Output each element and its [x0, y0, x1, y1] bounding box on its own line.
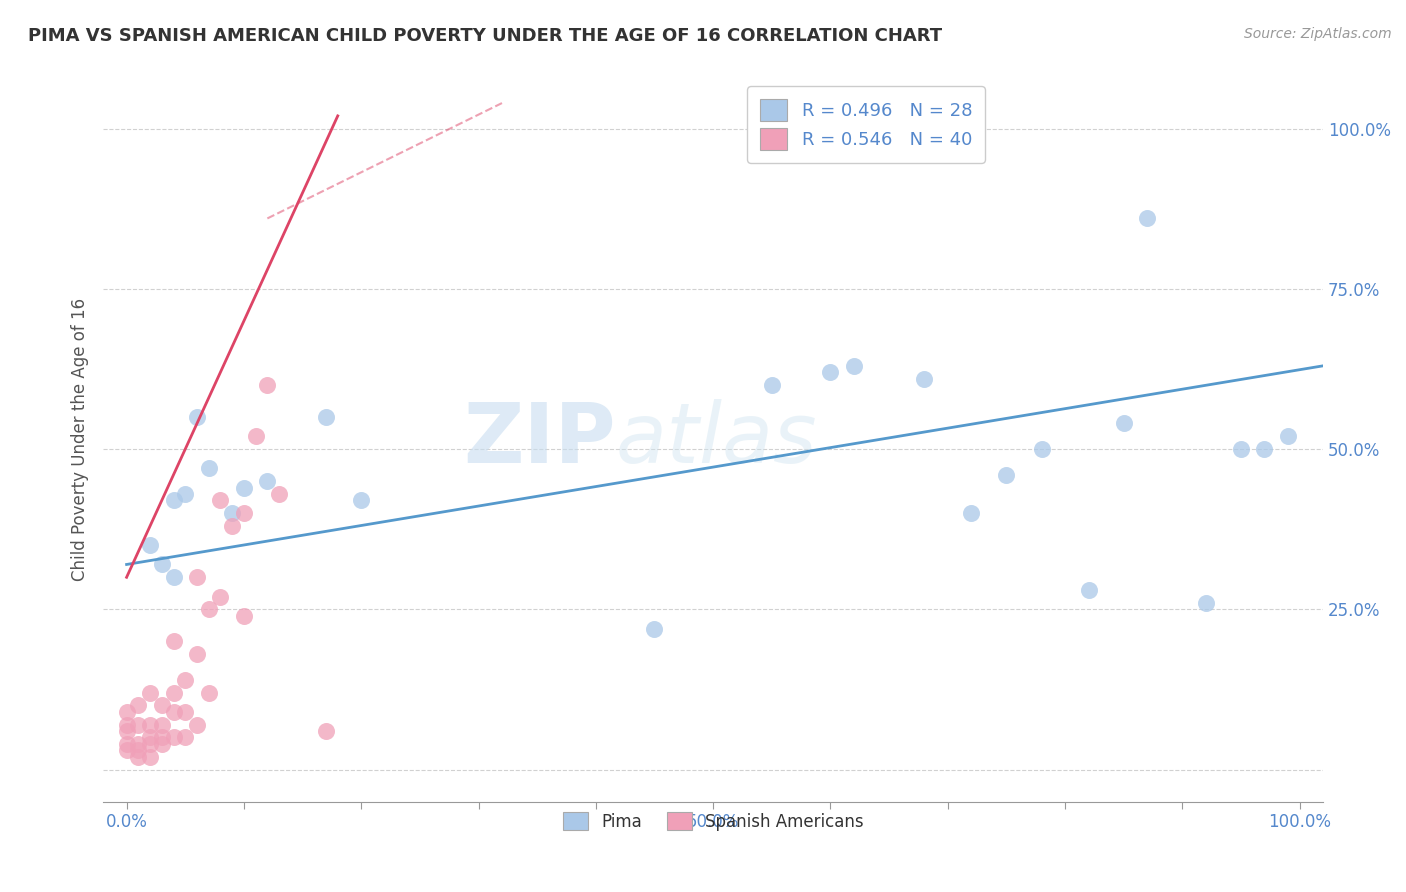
Point	[232, 608, 254, 623]
Point	[1253, 442, 1275, 456]
Point	[115, 705, 138, 719]
Point	[1277, 429, 1299, 443]
Legend: Pima, Spanish Americans: Pima, Spanish Americans	[550, 799, 877, 844]
Point	[115, 743, 138, 757]
Point	[162, 685, 184, 699]
Point	[761, 378, 783, 392]
Point	[256, 474, 278, 488]
Point	[127, 749, 149, 764]
Point	[315, 724, 337, 739]
Point	[186, 717, 208, 731]
Point	[174, 673, 197, 687]
Point	[221, 506, 243, 520]
Point	[115, 737, 138, 751]
Point	[174, 487, 197, 501]
Point	[162, 493, 184, 508]
Point	[350, 493, 373, 508]
Point	[245, 429, 267, 443]
Point	[162, 634, 184, 648]
Point	[1195, 596, 1218, 610]
Point	[115, 724, 138, 739]
Point	[127, 737, 149, 751]
Point	[209, 493, 232, 508]
Point	[139, 749, 162, 764]
Point	[1031, 442, 1053, 456]
Point	[186, 647, 208, 661]
Point	[139, 737, 162, 751]
Point	[127, 698, 149, 713]
Point	[115, 717, 138, 731]
Point	[162, 731, 184, 745]
Point	[256, 378, 278, 392]
Point	[197, 602, 219, 616]
Text: PIMA VS SPANISH AMERICAN CHILD POVERTY UNDER THE AGE OF 16 CORRELATION CHART: PIMA VS SPANISH AMERICAN CHILD POVERTY U…	[28, 27, 942, 45]
Point	[877, 121, 900, 136]
Point	[960, 506, 983, 520]
Point	[162, 570, 184, 584]
Point	[186, 570, 208, 584]
Point	[1136, 211, 1159, 226]
Point	[1112, 417, 1135, 431]
Point	[232, 506, 254, 520]
Point	[150, 698, 173, 713]
Point	[139, 685, 162, 699]
Point	[269, 487, 291, 501]
Text: ZIP: ZIP	[463, 399, 616, 480]
Point	[197, 461, 219, 475]
Point	[842, 359, 865, 373]
Point	[209, 590, 232, 604]
Point	[995, 467, 1018, 482]
Point	[174, 731, 197, 745]
Point	[1230, 442, 1253, 456]
Point	[1077, 583, 1099, 598]
Point	[174, 705, 197, 719]
Point	[197, 685, 219, 699]
Point	[150, 717, 173, 731]
Text: atlas: atlas	[616, 399, 817, 480]
Point	[912, 371, 935, 385]
Point	[162, 705, 184, 719]
Point	[150, 558, 173, 572]
Point	[150, 731, 173, 745]
Y-axis label: Child Poverty Under the Age of 16: Child Poverty Under the Age of 16	[72, 298, 89, 581]
Point	[186, 410, 208, 425]
Point	[315, 410, 337, 425]
Point	[232, 481, 254, 495]
Point	[139, 731, 162, 745]
Point	[820, 365, 842, 379]
Point	[127, 743, 149, 757]
Point	[139, 717, 162, 731]
Point	[221, 519, 243, 533]
Point	[643, 622, 665, 636]
Point	[150, 737, 173, 751]
Point	[127, 717, 149, 731]
Text: Source: ZipAtlas.com: Source: ZipAtlas.com	[1244, 27, 1392, 41]
Point	[139, 538, 162, 552]
